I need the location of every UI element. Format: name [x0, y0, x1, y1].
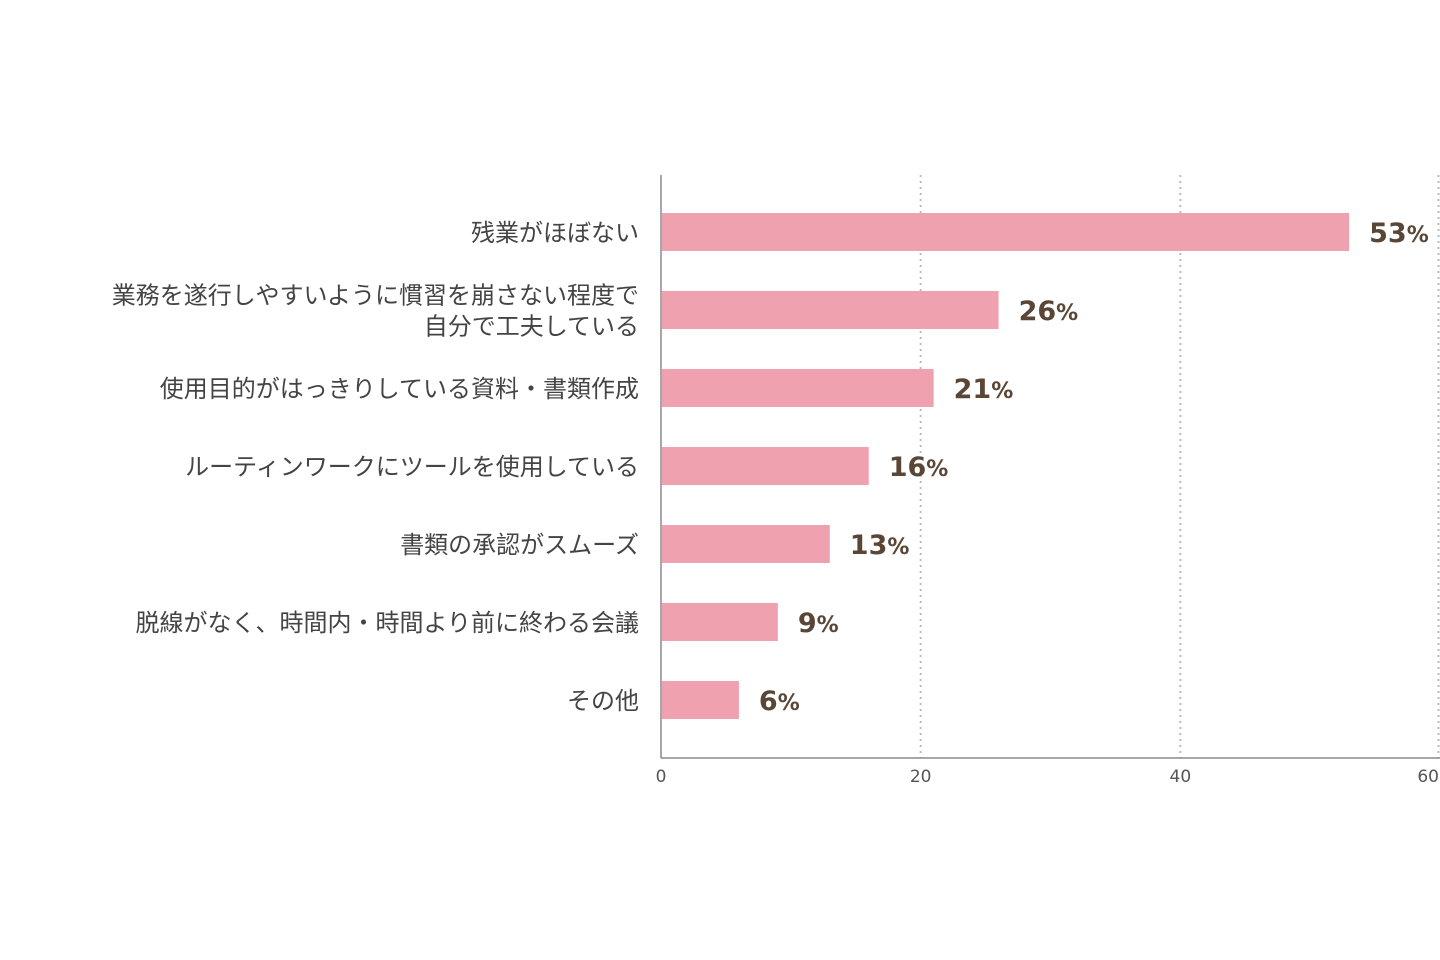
value-label: 53% [1369, 218, 1429, 249]
grid-lines [919, 175, 1440, 758]
x-tick-label: 0 [656, 767, 667, 787]
bar [662, 291, 999, 329]
value-label: 6% [759, 686, 800, 717]
x-tick-label: 60 [1417, 767, 1439, 787]
bar [662, 213, 1350, 251]
bar [662, 447, 869, 485]
axes [660, 175, 1440, 759]
value-label: 21% [954, 374, 1014, 405]
x-tick-label: 40 [1170, 767, 1192, 787]
category-label: 業務を遂行しやすいように慣習を崩さない程度で自分で工夫している [112, 282, 639, 341]
category-label: ルーティンワークにツールを使用している [185, 453, 639, 481]
x-tick-label: 20 [910, 767, 932, 787]
bar [662, 681, 739, 719]
bars [662, 213, 1350, 719]
value-label: 16% [889, 452, 949, 483]
bar [662, 369, 934, 407]
bar [662, 525, 830, 563]
category-label: 脱線がなく、時間内・時間より前に終わる会議 [135, 609, 639, 637]
category-label: 使用目的がはっきりしている資料・書類作成 [160, 375, 639, 403]
category-label: その他 [567, 687, 639, 715]
category-label: 書類の承認がスムーズ [400, 531, 639, 559]
value-label: 9% [798, 608, 839, 639]
category-label: 残業がほぼない [471, 219, 639, 247]
bar [662, 603, 778, 641]
labels: 0 20 40 60 残業がほぼない 53% 業務を遂行しやすいように慣習を崩さない程度で自… [112, 218, 1439, 787]
value-label: 13% [850, 530, 910, 561]
value-label: 26% [1019, 296, 1079, 327]
